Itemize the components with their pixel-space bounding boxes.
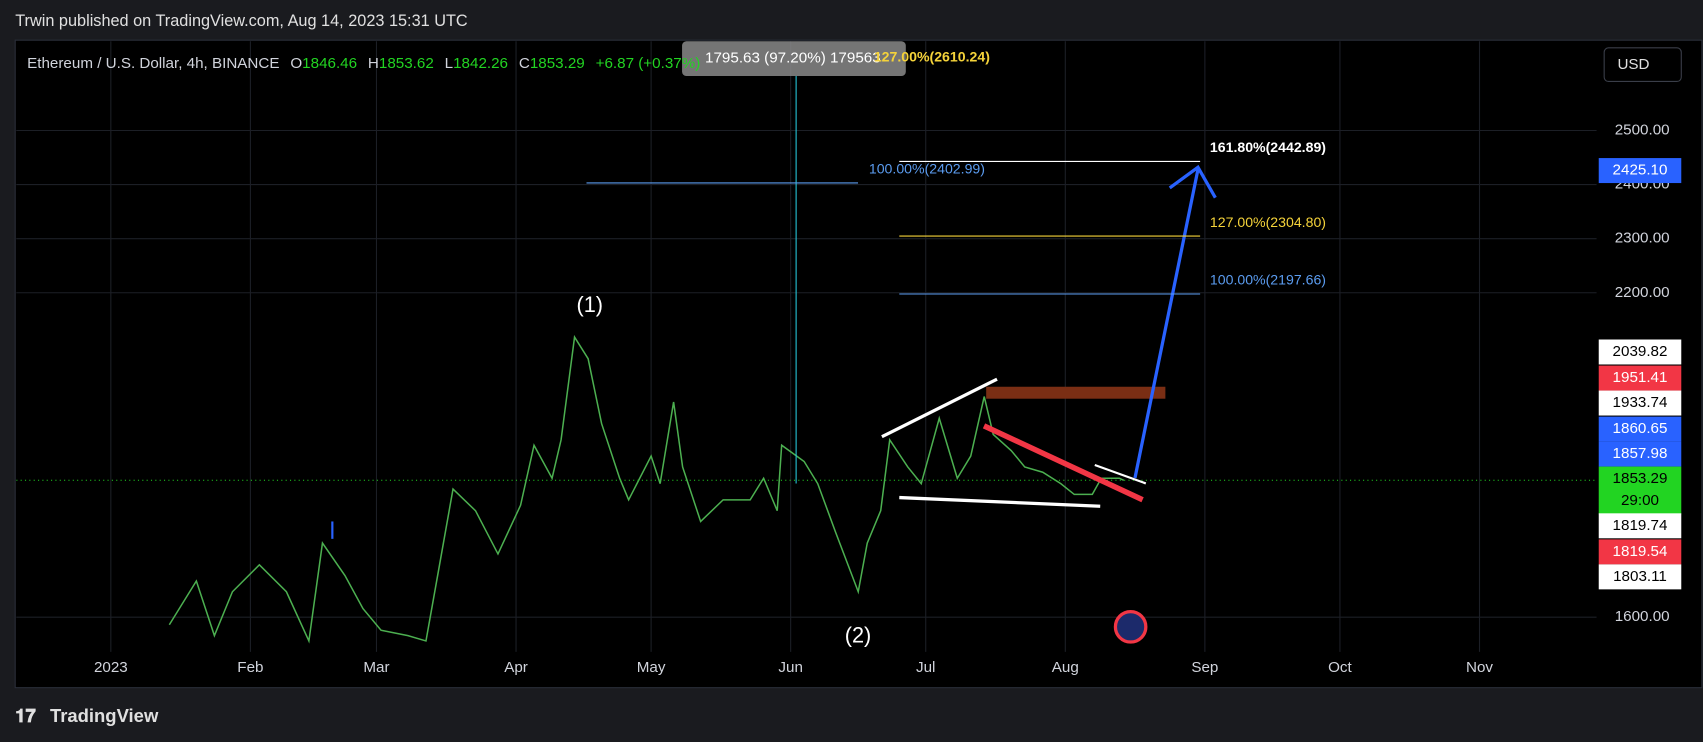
currency-button[interactable] — [1603, 47, 1682, 83]
wave-label: (1) — [576, 292, 603, 317]
price-label: 1803.11 — [1613, 568, 1667, 585]
symbol: Ethereum / U.S. Dollar, 4h, BINANCE — [27, 55, 279, 72]
hidden-fib-label: 127.00%(2610.24) — [874, 48, 990, 64]
wedge-line — [881, 377, 998, 439]
price-label-box — [1598, 339, 1682, 365]
x-tick-label: 2023 — [94, 659, 128, 676]
ohlc-value: 1853.29 — [530, 55, 585, 72]
footer-logo: 𝟏𝟕 — [15, 705, 36, 726]
y-tick-label: 1600.00 — [1615, 608, 1670, 625]
wedge-line — [899, 495, 1101, 508]
grid — [16, 41, 1597, 652]
price-label-box — [1598, 513, 1682, 539]
price-label-box — [1598, 158, 1682, 184]
price-label: 1951.41 — [1613, 369, 1668, 386]
ohlc-legend: Ethereum / U.S. Dollar, 4h, BINANCE O1846… — [27, 55, 700, 72]
currency-label: USD — [1617, 56, 1649, 73]
ohlc-value: 1853.62 — [379, 55, 434, 72]
ohlc-key: H — [368, 55, 379, 72]
x-tick-label: Jul — [916, 659, 935, 676]
ohlc-value: 1842.26 — [453, 55, 508, 72]
x-tick-label: May — [637, 659, 666, 676]
measure-label: 1795.63 (97.20%) 179563 — [705, 50, 881, 67]
resistance-zone — [986, 386, 1166, 399]
price-label-box — [1598, 416, 1682, 442]
flag-line — [1094, 463, 1147, 485]
drawings — [331, 76, 1217, 644]
x-tick-label: Apr — [504, 659, 528, 676]
price-label-box — [1598, 564, 1682, 590]
ohlc-key: L — [445, 55, 453, 72]
event-icon — [1113, 610, 1148, 644]
fib-label: 161.80%(2442.89) — [1210, 139, 1326, 155]
ohlc-key: O — [290, 55, 302, 72]
x-tick-label: Feb — [237, 659, 263, 676]
chart-panel — [14, 39, 1703, 689]
footer-logo-text: TradingView — [50, 705, 159, 726]
measure-box — [682, 41, 906, 77]
trend-line — [982, 423, 1144, 503]
x-tick-label: Nov — [1466, 659, 1493, 676]
fib-label: 100.00%(2402.99) — [869, 161, 985, 177]
x-tick-label: Jun — [778, 659, 802, 676]
price-label-box — [1598, 390, 1682, 416]
price-label-box — [1598, 441, 1682, 467]
x-tick-label: Aug — [1052, 659, 1079, 676]
y-tick-label: 2300.00 — [1615, 230, 1670, 247]
price-label: 1857.98 — [1613, 445, 1668, 462]
x-tick-label: Oct — [1328, 659, 1352, 676]
price-label: 1819.54 — [1613, 543, 1668, 560]
fib-label: 100.00%(2197.66) — [1210, 272, 1326, 288]
price-label-box — [1598, 466, 1682, 515]
ohlc-key: C — [519, 55, 530, 72]
x-tick-label: Sep — [1191, 659, 1218, 676]
price-label: 1853.29 — [1613, 470, 1668, 487]
price-label: 1860.65 — [1613, 420, 1668, 437]
countdown: 29:00 — [1621, 492, 1659, 509]
x-tick-label: Mar — [363, 659, 389, 676]
price-label: 2425.10 — [1613, 162, 1668, 179]
price-label: 1933.74 — [1613, 394, 1668, 411]
fib-label: 127.00%(2304.80) — [1210, 214, 1326, 230]
change: +6.87 (+0.37%) — [596, 55, 701, 72]
wave-label: (2) — [845, 622, 872, 647]
target-arrow — [1133, 169, 1200, 479]
price-label: 2039.82 — [1613, 343, 1668, 360]
ohlc-value: 1846.46 — [302, 55, 357, 72]
publish-header: Trwin published on TradingView.com, Aug … — [15, 12, 468, 30]
y-tick-label: 2500.00 — [1615, 122, 1670, 139]
price-line — [168, 334, 1125, 644]
price-label-box — [1598, 539, 1682, 565]
price-label: 1819.74 — [1613, 517, 1668, 534]
legend-text: Ethereum / U.S. Dollar, 4h, BINANCE O1846… — [27, 55, 700, 72]
arrow-head — [1168, 164, 1217, 199]
y-tick-label: 2200.00 — [1615, 284, 1670, 301]
price-label-box — [1598, 365, 1682, 391]
plot — [16, 334, 1597, 644]
